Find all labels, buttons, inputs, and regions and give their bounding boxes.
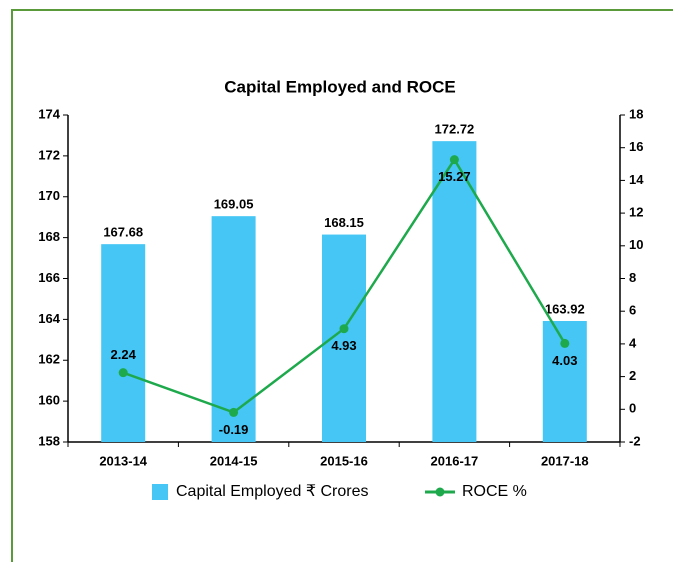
y2-tick-label: 0 xyxy=(629,401,636,416)
bar xyxy=(211,216,256,442)
y-tick-label: 158 xyxy=(38,433,60,448)
line-point xyxy=(229,407,239,417)
y-tick-label: 164 xyxy=(38,311,60,326)
x-tick-label: 2016-17 xyxy=(431,453,479,468)
y2-tick-label: 10 xyxy=(629,237,643,252)
line-label: -0.19 xyxy=(219,422,249,437)
line-label: 4.93 xyxy=(331,338,356,353)
bar-label: 167.68 xyxy=(103,225,143,240)
y-tick-label: 170 xyxy=(38,188,60,203)
bar xyxy=(432,141,477,442)
y2-tick-label: 12 xyxy=(629,205,643,220)
y2-tick-label: 18 xyxy=(629,106,643,121)
line-label: 15.27 xyxy=(438,169,471,184)
bar-label: 169.05 xyxy=(214,197,254,212)
y-tick-label: 168 xyxy=(38,229,60,244)
bar-label: 163.92 xyxy=(545,301,585,316)
y-tick-label: 166 xyxy=(38,270,60,285)
y-tick-label: 160 xyxy=(38,393,60,408)
line-point xyxy=(449,155,459,165)
y2-tick-label: -2 xyxy=(629,433,641,448)
line-label: 4.03 xyxy=(552,353,577,368)
frame xyxy=(11,9,673,562)
legend-swatch xyxy=(435,487,445,497)
x-tick-label: 2015-16 xyxy=(320,453,368,468)
legend-label: Capital Employed ₹ Crores xyxy=(176,483,368,500)
y2-tick-label: 2 xyxy=(629,368,636,383)
y2-tick-label: 16 xyxy=(629,139,643,154)
y2-tick-label: 8 xyxy=(629,270,636,285)
x-tick-label: 2014-15 xyxy=(210,453,258,468)
y-tick-label: 172 xyxy=(38,147,60,162)
chart-title: Capital Employed and ROCE xyxy=(224,77,455,96)
x-tick-label: 2017-18 xyxy=(541,453,589,468)
y2-tick-label: 14 xyxy=(629,172,644,187)
bar xyxy=(101,244,146,442)
legend-swatch xyxy=(152,484,168,500)
line-point xyxy=(560,338,570,348)
x-tick-label: 2013-14 xyxy=(99,453,147,468)
line-label: 2.24 xyxy=(111,347,137,362)
bar-label: 172.72 xyxy=(435,122,475,137)
y-tick-label: 174 xyxy=(38,106,60,121)
line-point xyxy=(339,324,349,334)
line-point xyxy=(118,368,128,378)
y-tick-label: 162 xyxy=(38,352,60,367)
bar-label: 168.15 xyxy=(324,215,364,230)
y2-tick-label: 4 xyxy=(629,335,637,350)
legend-label: ROCE % xyxy=(462,483,527,500)
y2-tick-label: 6 xyxy=(629,303,636,318)
